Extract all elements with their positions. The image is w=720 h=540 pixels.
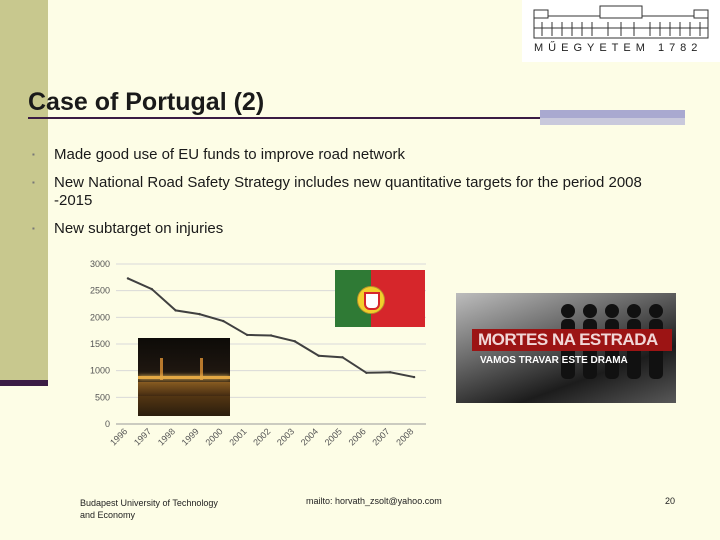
- y-tick-label: 1000: [90, 366, 110, 376]
- y-tick-label: 3000: [90, 259, 110, 269]
- bullet-list: Made good use of EU funds to improve roa…: [32, 146, 682, 248]
- university-logo: MŰEGYETEM 1782: [522, 0, 720, 62]
- bridge-night-photo: [138, 338, 230, 416]
- data-point: [341, 356, 344, 359]
- title-accent-block: [540, 110, 685, 118]
- x-tick-label: 2000: [203, 426, 224, 447]
- x-tick-label: 1996: [108, 426, 129, 447]
- page-title: Case of Portugal (2): [28, 88, 265, 116]
- x-tick-label: 2005: [323, 426, 344, 447]
- y-tick-label: 2000: [90, 312, 110, 322]
- data-point: [317, 354, 320, 357]
- fatalities-line-chart: 0 500 1000 1500 2000 2500 3000 1996 1997 1998 1999…: [90, 259, 426, 448]
- data-point: [174, 309, 177, 312]
- portugal-flag-icon: [335, 270, 425, 327]
- x-tick-label: 1997: [132, 426, 153, 447]
- x-tick-label: 2002: [251, 426, 272, 447]
- logo-text: MŰEGYETEM 1782: [534, 42, 703, 54]
- page-number: 20: [665, 496, 676, 506]
- x-tick-label: 1999: [180, 426, 201, 447]
- sidebar-base-bar: [0, 380, 48, 386]
- bullet-item: New subtarget on injuries: [32, 220, 682, 238]
- x-tick-label: 2004: [299, 426, 320, 447]
- x-tick-label: 1998: [156, 426, 177, 447]
- y-tick-label: 2500: [90, 286, 110, 296]
- campaign-subline: VAMOS TRAVAR ESTE DRAMA: [480, 355, 628, 366]
- x-tick-label: 2001: [227, 426, 248, 447]
- footer-email-link[interactable]: mailto: horvath_zsolt@yahoo.com: [306, 496, 442, 506]
- data-point: [222, 319, 225, 323]
- bullet-item: Made good use of EU funds to improve roa…: [32, 146, 682, 164]
- data-point: [198, 312, 201, 316]
- silhouette-figures-icon: [561, 304, 663, 379]
- x-tick-label: 2007: [370, 426, 391, 447]
- building-drawing-icon: [533, 5, 709, 39]
- road-safety-campaign-image: MORTES NA ESTRADA VAMOS TRAVAR ESTE DRAM…: [456, 293, 676, 403]
- data-point: [126, 277, 130, 280]
- data-point: [150, 287, 153, 291]
- y-tick-label: 500: [95, 392, 110, 402]
- bullet-item: New National Road Safety Strategy includ…: [32, 174, 682, 210]
- footer-institution: Budapest University of Technology and Ec…: [80, 498, 218, 520]
- y-tick-label: 0: [105, 419, 110, 429]
- title-underline: [28, 117, 678, 119]
- x-tick-label: 2008: [394, 426, 415, 447]
- y-tick-label: 1500: [90, 339, 110, 349]
- data-point: [269, 334, 273, 337]
- campaign-headline: MORTES NA ESTRADA: [478, 330, 658, 349]
- title-accent-block-lower: [540, 118, 685, 125]
- data-point: [245, 333, 249, 337]
- data-point: [389, 371, 392, 374]
- data-point: [412, 375, 416, 379]
- x-tick-label: 2006: [347, 426, 368, 447]
- x-tick-label: 2003: [275, 426, 296, 447]
- data-point: [293, 340, 297, 343]
- data-point: [365, 371, 368, 374]
